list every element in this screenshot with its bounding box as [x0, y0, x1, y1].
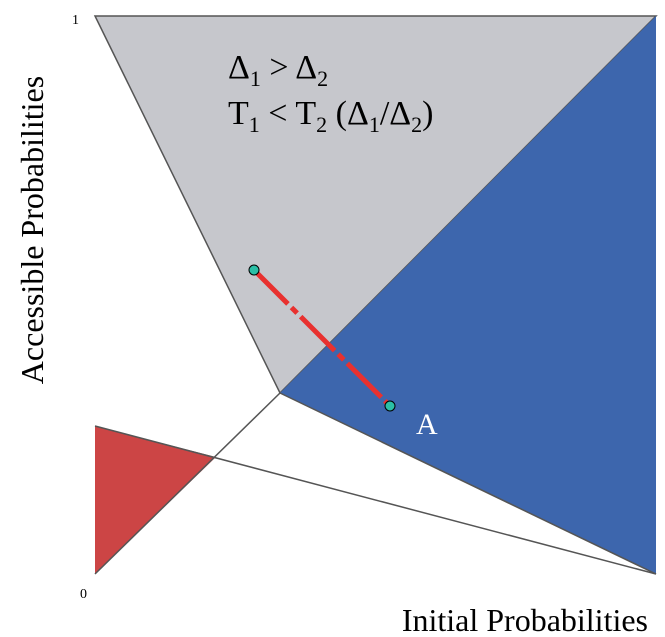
blue-region [280, 16, 656, 574]
trajectory-end-point [384, 400, 396, 412]
delta-2: Δ [295, 49, 317, 86]
trajectory-start-point [248, 264, 260, 276]
point-label-a: A [416, 408, 438, 441]
delta-1: Δ [228, 49, 250, 86]
red-region [95, 426, 216, 574]
boundary-line-lower [94, 425, 657, 575]
annotation-line-2: T1 < T2 (Δ1/Δ2) [228, 95, 433, 137]
origin-tick: 0 [80, 587, 87, 602]
boundary-line-origin [94, 392, 281, 575]
y-axis-label: Accessible Probabilities [14, 76, 50, 384]
annotation-line-1: Δ1 > Δ2 [228, 49, 328, 91]
boundary-line-lower-inner [279, 392, 657, 575]
trajectory-line [252, 268, 392, 408]
y-tick-top: 1 [72, 13, 79, 28]
x-axis-label: Initial Probabilities [402, 602, 648, 637]
